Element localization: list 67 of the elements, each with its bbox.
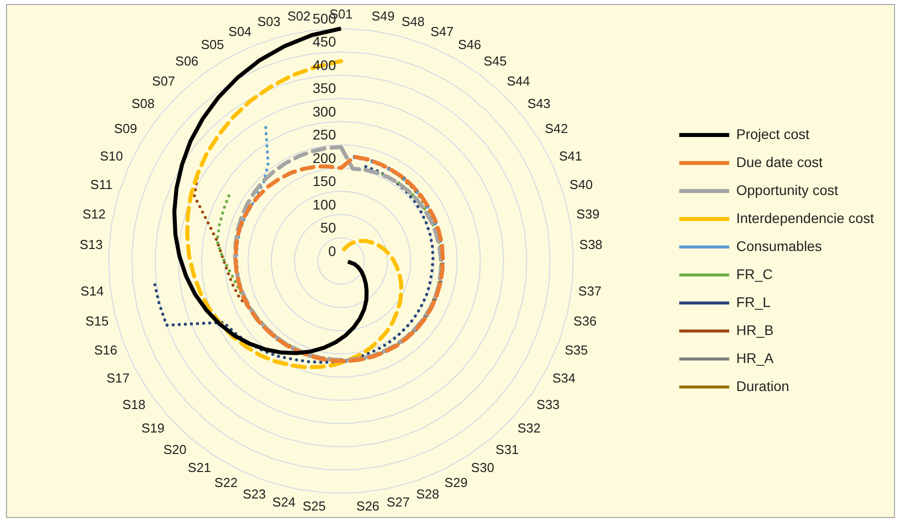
spoke-label: S14 xyxy=(80,283,104,298)
spoke-label: S36 xyxy=(573,313,597,328)
spoke-label: S24 xyxy=(272,494,296,510)
spoke-label: S19 xyxy=(141,420,165,436)
spoke-label: S40 xyxy=(570,176,593,192)
spoke-label: S26 xyxy=(356,498,380,514)
legend-label: Project cost xyxy=(736,126,810,142)
spoke-label: S20 xyxy=(163,442,186,457)
y-tick-label: 50 xyxy=(320,220,336,236)
spoke-label: S17 xyxy=(106,370,130,386)
legend-label: Consumables xyxy=(736,238,822,254)
spoke-label: S04 xyxy=(228,24,252,39)
spoke-label: S07 xyxy=(152,74,176,89)
spoke-label: S43 xyxy=(527,96,551,112)
legend-label: Interdependencie cost xyxy=(736,210,874,226)
legend-label: Opportunity cost xyxy=(736,182,838,198)
spoke-label: S22 xyxy=(214,475,238,490)
spoke-label: S32 xyxy=(517,420,541,436)
legend-label: HR_B xyxy=(736,322,774,338)
spoke-label: S18 xyxy=(122,396,146,412)
spoke-label: S44 xyxy=(506,74,530,89)
spoke-label: S03 xyxy=(257,14,281,30)
spoke-label: S11 xyxy=(90,176,112,192)
spoke-label: S31 xyxy=(496,442,519,457)
legend-label: Duration xyxy=(736,378,790,394)
spoke-label: S23 xyxy=(242,486,266,502)
spoke-label: S45 xyxy=(484,54,507,69)
spoke-label: S49 xyxy=(371,8,395,24)
spoke-label: S06 xyxy=(175,54,198,69)
y-tick-label: 300 xyxy=(312,103,336,120)
y-tick-label: 450 xyxy=(312,34,336,50)
spoke-label: S46 xyxy=(458,37,482,52)
spoke-label: S08 xyxy=(131,96,155,112)
y-tick-label: 250 xyxy=(312,126,336,143)
y-tick-label: 350 xyxy=(312,80,336,96)
spoke-label: S39 xyxy=(576,206,600,222)
spoke-label: S15 xyxy=(85,313,109,328)
spoke-label: S38 xyxy=(579,237,602,252)
spoke-label: S37 xyxy=(578,283,602,298)
spoke-label: S27 xyxy=(386,494,410,510)
spoke-label: S05 xyxy=(200,37,224,52)
spoke-label: S09 xyxy=(114,121,138,136)
spoke-label: S48 xyxy=(401,14,425,30)
spoke-label: S12 xyxy=(82,206,106,222)
spoke-label: S41 xyxy=(558,148,582,164)
y-tick-label: 100 xyxy=(312,196,336,212)
spoke-label: S47 xyxy=(430,24,454,39)
spoke-label: S42 xyxy=(544,121,568,136)
y-tick-label: 200 xyxy=(312,150,336,166)
legend-label: FR_L xyxy=(736,294,771,310)
spoke-label: S35 xyxy=(564,342,588,358)
y-tick-label: 150 xyxy=(312,173,336,190)
spoke-label: S28 xyxy=(416,486,440,502)
spoke-label: S13 xyxy=(80,237,103,252)
spoke-label: S29 xyxy=(444,475,468,490)
spoke-label: S25 xyxy=(302,498,326,514)
spoke-label: S21 xyxy=(188,460,211,476)
spoke-label: S30 xyxy=(471,460,494,476)
spoke-label: S10 xyxy=(100,148,124,164)
spoke-label: S34 xyxy=(552,370,576,386)
y-tick-label: 0 xyxy=(328,242,336,259)
legend-label: HR_A xyxy=(736,350,774,366)
legend-label: FR_C xyxy=(736,266,773,282)
legend-label: Due date cost xyxy=(736,154,823,170)
spoke-label: S16 xyxy=(94,342,118,358)
spoke-label: S33 xyxy=(536,396,560,412)
spoke-label: S02 xyxy=(287,8,311,24)
